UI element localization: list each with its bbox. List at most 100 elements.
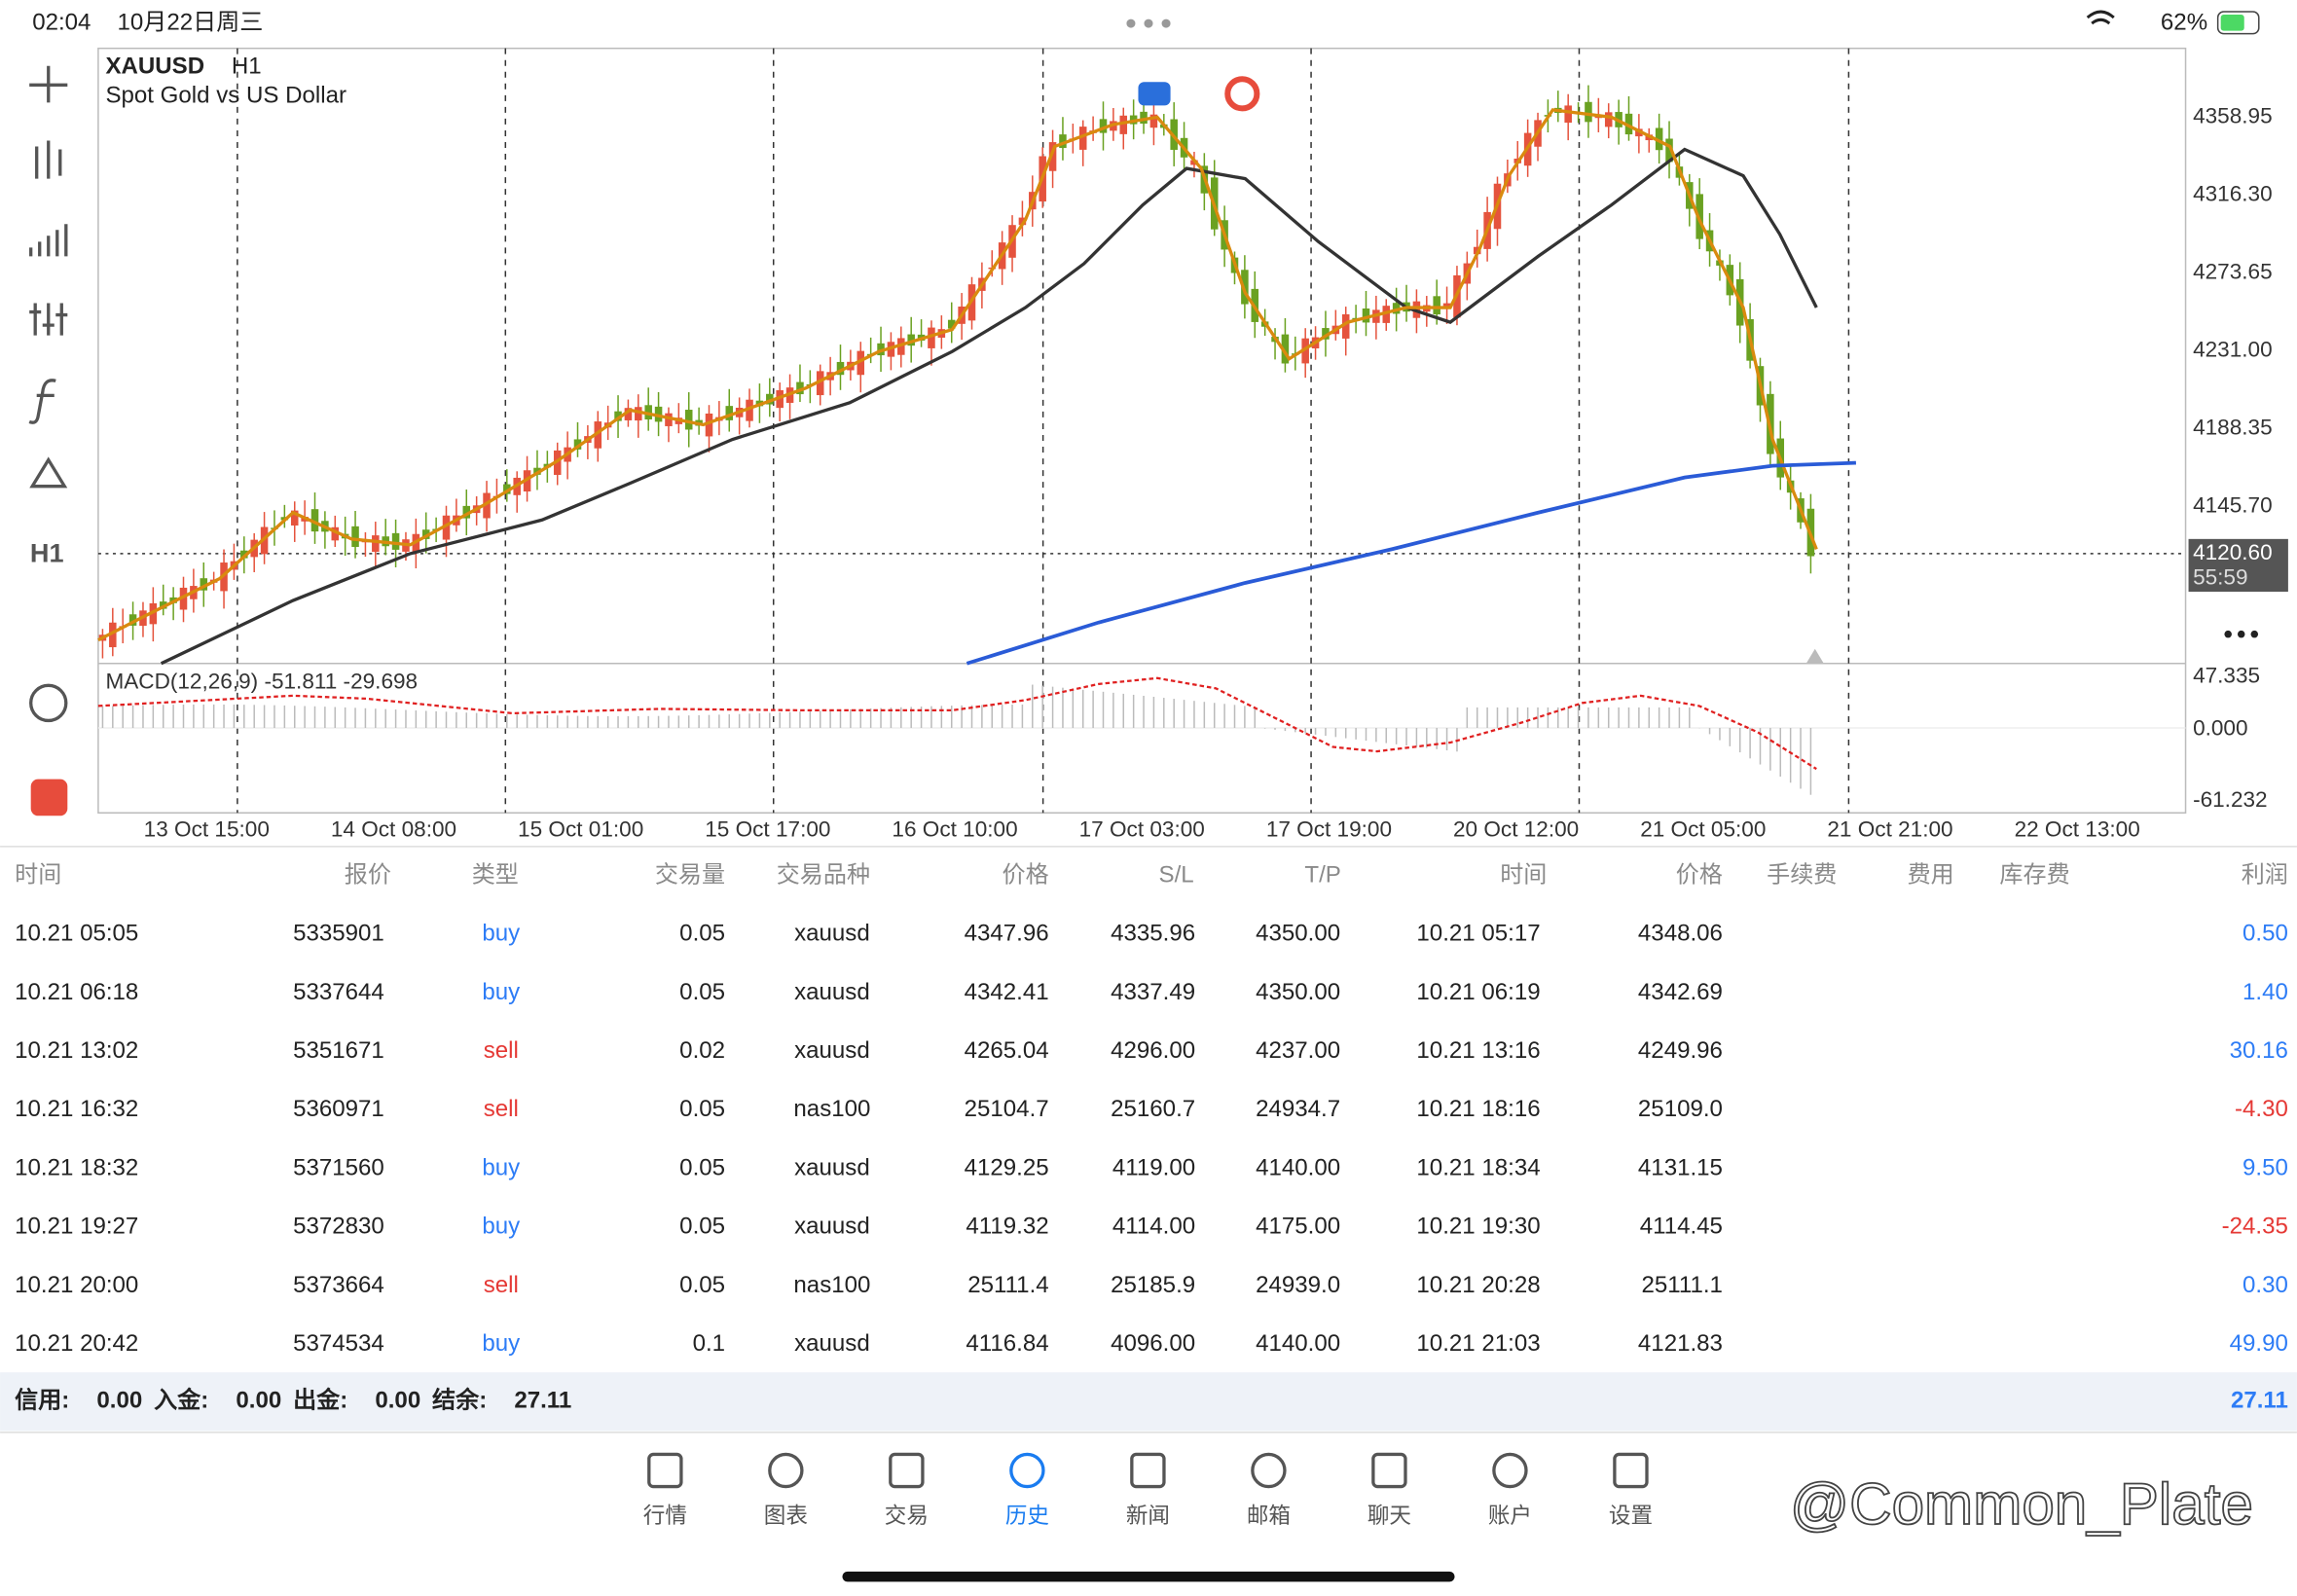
candle-body	[766, 393, 774, 405]
trade-row[interactable]: 10.21 05:05 5335901 buy 0.05 xauusd 4347.96 43…	[15, 921, 2288, 947]
close-price: 4121.83	[1638, 1330, 1723, 1357]
timeframe-button[interactable]: H1	[30, 538, 64, 568]
open-time: 10.21 05:05	[15, 921, 138, 947]
candle-body	[573, 439, 582, 450]
candle-body	[1433, 296, 1440, 315]
multitask-dots	[1126, 18, 1171, 28]
trade-row[interactable]: 10.21 20:00 5373664 sell 0.05 nas100 25111.4 2…	[15, 1272, 2288, 1298]
trade-button[interactable]	[30, 779, 68, 816]
column-header[interactable]: 价格	[1676, 861, 1723, 888]
tab[interactable]: 图表	[764, 1452, 808, 1528]
open-price: 4116.84	[966, 1330, 1048, 1357]
trade-row[interactable]: 10.21 19:27 5372830 buy 0.05 xauusd 4119.32 41…	[15, 1214, 2288, 1240]
candle-body	[372, 535, 380, 553]
toolbar	[28, 65, 68, 723]
column-header[interactable]: 利润	[2242, 861, 2288, 888]
tab[interactable]: 交易	[885, 1452, 929, 1528]
column-header[interactable]: 费用	[1908, 861, 1954, 888]
objects-tool[interactable]	[29, 456, 68, 489]
column-header[interactable]: T/P	[1304, 861, 1340, 888]
symbol: XAUUSD	[105, 54, 204, 80]
candle-body	[1281, 334, 1290, 364]
chart-type-tool[interactable]	[35, 140, 62, 179]
more-menu[interactable]	[2224, 630, 2259, 638]
summary-value: 0.00	[375, 1388, 420, 1414]
stop-loss: 4337.49	[1111, 979, 1195, 1005]
column-header[interactable]: 交易量	[655, 861, 725, 888]
status-date: 10月22日周三	[117, 9, 263, 35]
home-indicator	[842, 1571, 1455, 1582]
tab[interactable]: 新闻	[1126, 1452, 1170, 1528]
open-time: 10.21 20:42	[15, 1330, 138, 1357]
crosshair-tool[interactable]	[29, 65, 68, 103]
tab-icon	[1251, 1452, 1287, 1489]
time-label: 17 Oct 19:00	[1266, 816, 1392, 841]
price-label: 4273.65	[2193, 260, 2273, 284]
candle-body	[1362, 308, 1370, 323]
candle-body	[928, 327, 935, 348]
tab-icon	[1130, 1452, 1166, 1489]
settings-tool[interactable]	[29, 303, 68, 336]
time-label: 22 Oct 13:00	[2015, 816, 2140, 841]
tab-icon	[647, 1452, 683, 1489]
indicators-tool[interactable]	[29, 224, 68, 257]
analytics-tool[interactable]	[29, 683, 68, 723]
volume: 0.05	[679, 1214, 725, 1240]
open-time: 10.21 06:18	[15, 979, 138, 1005]
trade-row[interactable]: 10.21 13:02 5351671 sell 0.02 xauusd 4265.04 4…	[15, 1037, 2288, 1064]
column-header[interactable]: 价格	[1003, 861, 1049, 888]
event-icon[interactable]	[1138, 82, 1171, 106]
candle-body	[594, 421, 602, 449]
candle-body	[290, 510, 299, 526]
candle-body	[816, 371, 824, 396]
stop-loss: 4335.96	[1111, 921, 1195, 947]
trade-row[interactable]: 10.21 16:32 5360971 sell 0.05 nas100 25104.7 2…	[15, 1096, 2288, 1122]
column-header[interactable]: S/L	[1159, 861, 1194, 888]
type: sell	[484, 1096, 519, 1122]
column-header[interactable]: 时间	[15, 861, 61, 888]
tab[interactable]: 账户	[1488, 1452, 1532, 1528]
trade-row[interactable]: 10.21 06:18 5337644 buy 0.05 xauusd 4342.41 43…	[15, 979, 2288, 1005]
open-price: 4342.41	[965, 979, 1049, 1005]
fast-moving-average	[97, 108, 1818, 642]
take-profit: 4350.00	[1256, 979, 1340, 1005]
open-price: 25111.4	[967, 1272, 1048, 1298]
time-label: 13 Oct 15:00	[144, 816, 270, 841]
column-header[interactable]: 交易品种	[777, 861, 870, 888]
tab[interactable]: 邮箱	[1247, 1452, 1291, 1528]
profit: 49.90	[2230, 1330, 2288, 1357]
macd-label: MACD(12,26,9) -51.811 -29.698	[105, 669, 418, 693]
open-price: 4129.25	[965, 1154, 1049, 1180]
column-header[interactable]: 时间	[1500, 861, 1547, 888]
summary-value: 0.00	[236, 1388, 281, 1414]
column-header[interactable]: 类型	[472, 861, 519, 888]
price-label: 4316.30	[2193, 181, 2273, 205]
candle-body	[109, 622, 117, 648]
tab[interactable]: 聊天	[1367, 1452, 1411, 1528]
tab[interactable]: 历史	[1005, 1452, 1049, 1528]
event-icon[interactable]	[1224, 76, 1260, 112]
price-label: 4231.00	[2193, 338, 2273, 362]
candle-body	[857, 350, 865, 376]
tab-icon	[889, 1452, 925, 1489]
time-label: 15 Oct 01:00	[518, 816, 643, 841]
ticket: 5371560	[293, 1154, 384, 1180]
tab[interactable]: 设置	[1609, 1452, 1653, 1528]
candle-body	[1665, 138, 1673, 163]
open-time: 10.21 18:32	[15, 1154, 138, 1180]
ticket: 5337644	[293, 979, 384, 1005]
candle-body	[624, 408, 633, 420]
open-price: 4119.32	[966, 1214, 1048, 1240]
current-price: 4120.60	[2193, 540, 2273, 564]
trade-row[interactable]: 10.21 20:42 5374534 buy 0.1 xauusd 4116.84 409…	[15, 1330, 2288, 1357]
candle-body	[1059, 134, 1067, 149]
function-tool[interactable]	[28, 379, 56, 424]
column-header[interactable]: 库存费	[1999, 861, 2069, 888]
trade-row[interactable]: 10.21 18:32 5371560 buy 0.05 xauusd 4129.25 41…	[15, 1154, 2288, 1180]
column-header[interactable]: 手续费	[1767, 861, 1837, 888]
column-header[interactable]: 报价	[345, 861, 391, 888]
candle-body	[179, 587, 188, 610]
tab[interactable]: 行情	[643, 1452, 687, 1528]
close-time: 10.21 20:28	[1416, 1272, 1540, 1298]
